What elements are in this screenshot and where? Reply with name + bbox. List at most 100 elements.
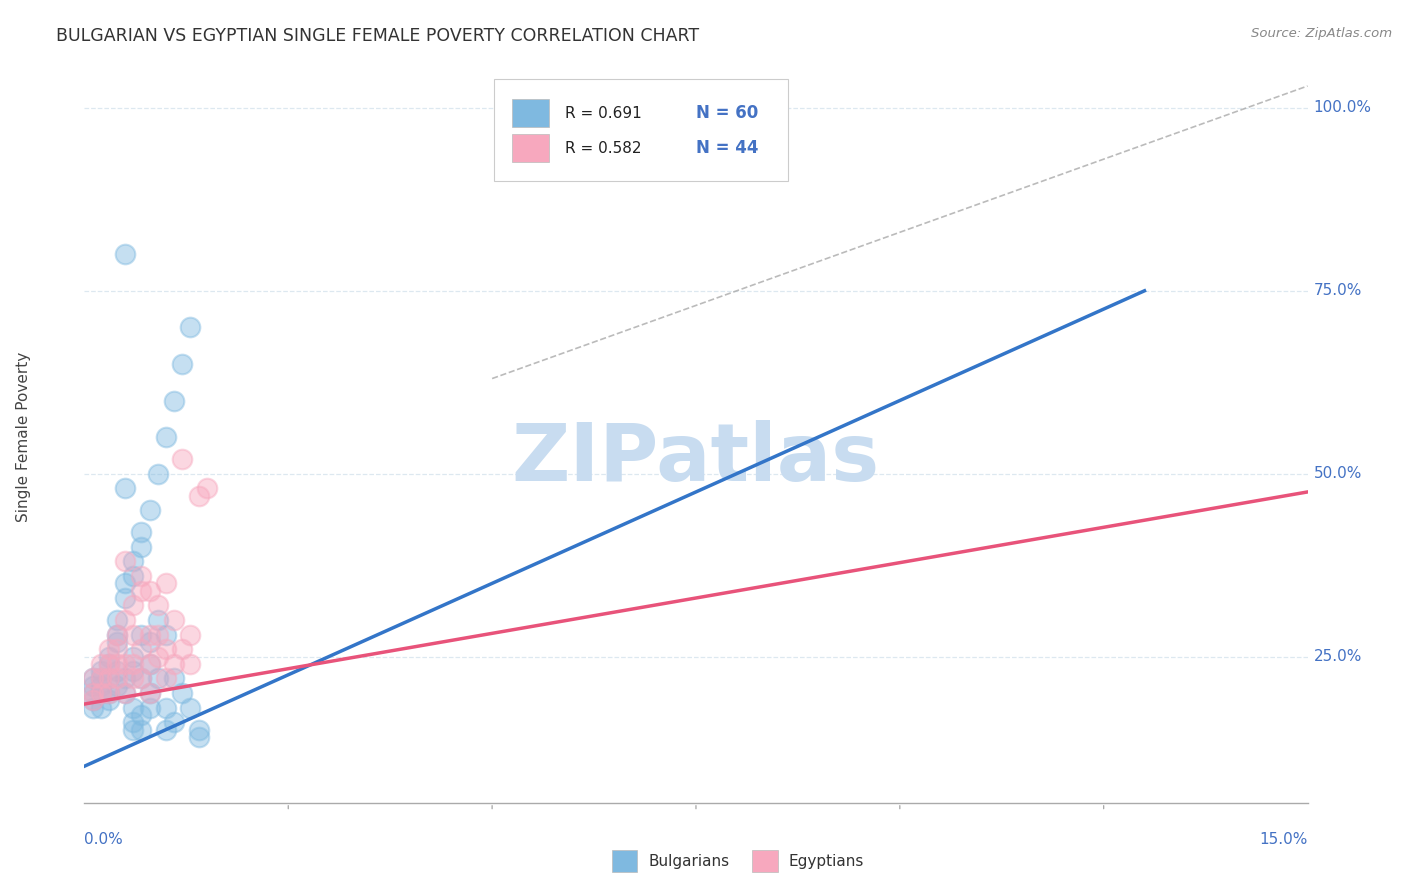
Point — [90, 686, 112, 700]
Point — [82, 693, 104, 707]
Point — [155, 642, 177, 657]
Point — [131, 723, 153, 737]
Point — [82, 686, 104, 700]
Point — [90, 686, 112, 700]
Point — [179, 700, 201, 714]
FancyBboxPatch shape — [513, 99, 550, 127]
Point — [163, 393, 186, 408]
Point — [146, 627, 169, 641]
FancyBboxPatch shape — [513, 135, 550, 162]
Point — [114, 576, 136, 591]
Point — [146, 613, 169, 627]
Point — [105, 642, 128, 657]
Point — [105, 635, 128, 649]
Point — [90, 672, 112, 686]
Point — [105, 627, 128, 641]
Point — [146, 649, 169, 664]
Point — [179, 627, 201, 641]
Point — [155, 700, 177, 714]
Point — [172, 642, 194, 657]
Point — [97, 657, 120, 671]
Point — [131, 672, 153, 686]
Point — [90, 679, 112, 693]
Point — [122, 649, 145, 664]
Point — [114, 686, 136, 700]
Text: N = 60: N = 60 — [696, 104, 758, 122]
Text: 0.0%: 0.0% — [84, 832, 124, 847]
Point — [114, 591, 136, 605]
Point — [131, 627, 153, 641]
Text: R = 0.691: R = 0.691 — [565, 105, 641, 120]
Point — [138, 657, 160, 671]
Text: 100.0%: 100.0% — [1313, 101, 1372, 115]
Point — [105, 664, 128, 678]
Text: 75.0%: 75.0% — [1313, 284, 1362, 298]
Point — [114, 613, 136, 627]
Point — [114, 554, 136, 568]
Text: 25.0%: 25.0% — [1313, 649, 1362, 664]
Point — [146, 467, 169, 481]
Text: Egyptians: Egyptians — [789, 854, 865, 869]
Text: ZIPatlas: ZIPatlas — [512, 420, 880, 498]
Point — [105, 672, 128, 686]
Point — [138, 503, 160, 517]
Point — [114, 481, 136, 495]
Point — [138, 635, 160, 649]
Point — [172, 357, 194, 371]
Text: R = 0.582: R = 0.582 — [565, 141, 641, 156]
Point — [131, 540, 153, 554]
Text: Bulgarians: Bulgarians — [648, 854, 730, 869]
Point — [90, 672, 112, 686]
Point — [163, 613, 186, 627]
Point — [138, 686, 160, 700]
Point — [82, 672, 104, 686]
Point — [114, 247, 136, 261]
Point — [131, 583, 153, 598]
Point — [122, 723, 145, 737]
Point — [138, 583, 160, 598]
Point — [97, 686, 120, 700]
Point — [97, 686, 120, 700]
Point — [155, 576, 177, 591]
Point — [105, 627, 128, 641]
Text: 15.0%: 15.0% — [1260, 832, 1308, 847]
Text: N = 44: N = 44 — [696, 139, 758, 157]
Point — [122, 599, 145, 613]
Point — [105, 613, 128, 627]
Point — [131, 525, 153, 540]
FancyBboxPatch shape — [494, 78, 787, 181]
Point — [163, 657, 186, 671]
Point — [90, 700, 112, 714]
Point — [187, 730, 209, 744]
Text: BULGARIAN VS EGYPTIAN SINGLE FEMALE POVERTY CORRELATION CHART: BULGARIAN VS EGYPTIAN SINGLE FEMALE POVE… — [56, 27, 699, 45]
Point — [105, 679, 128, 693]
Point — [138, 627, 160, 641]
Point — [187, 723, 209, 737]
Point — [138, 686, 160, 700]
Point — [97, 672, 120, 686]
Text: Single Female Poverty: Single Female Poverty — [15, 352, 31, 522]
Point — [82, 672, 104, 686]
Point — [155, 672, 177, 686]
Point — [155, 627, 177, 641]
Point — [114, 657, 136, 671]
Point — [172, 686, 194, 700]
Point — [122, 672, 145, 686]
Point — [131, 642, 153, 657]
Point — [97, 657, 120, 671]
Point — [155, 723, 177, 737]
Point — [187, 489, 209, 503]
Point — [97, 672, 120, 686]
Point — [179, 320, 201, 334]
Text: Source: ZipAtlas.com: Source: ZipAtlas.com — [1251, 27, 1392, 40]
Point — [138, 657, 160, 671]
Point — [97, 642, 120, 657]
Point — [82, 686, 104, 700]
Point — [163, 715, 186, 730]
Point — [131, 672, 153, 686]
Point — [90, 664, 112, 678]
Point — [122, 657, 145, 671]
Point — [114, 672, 136, 686]
Point — [82, 700, 104, 714]
Point — [146, 672, 169, 686]
